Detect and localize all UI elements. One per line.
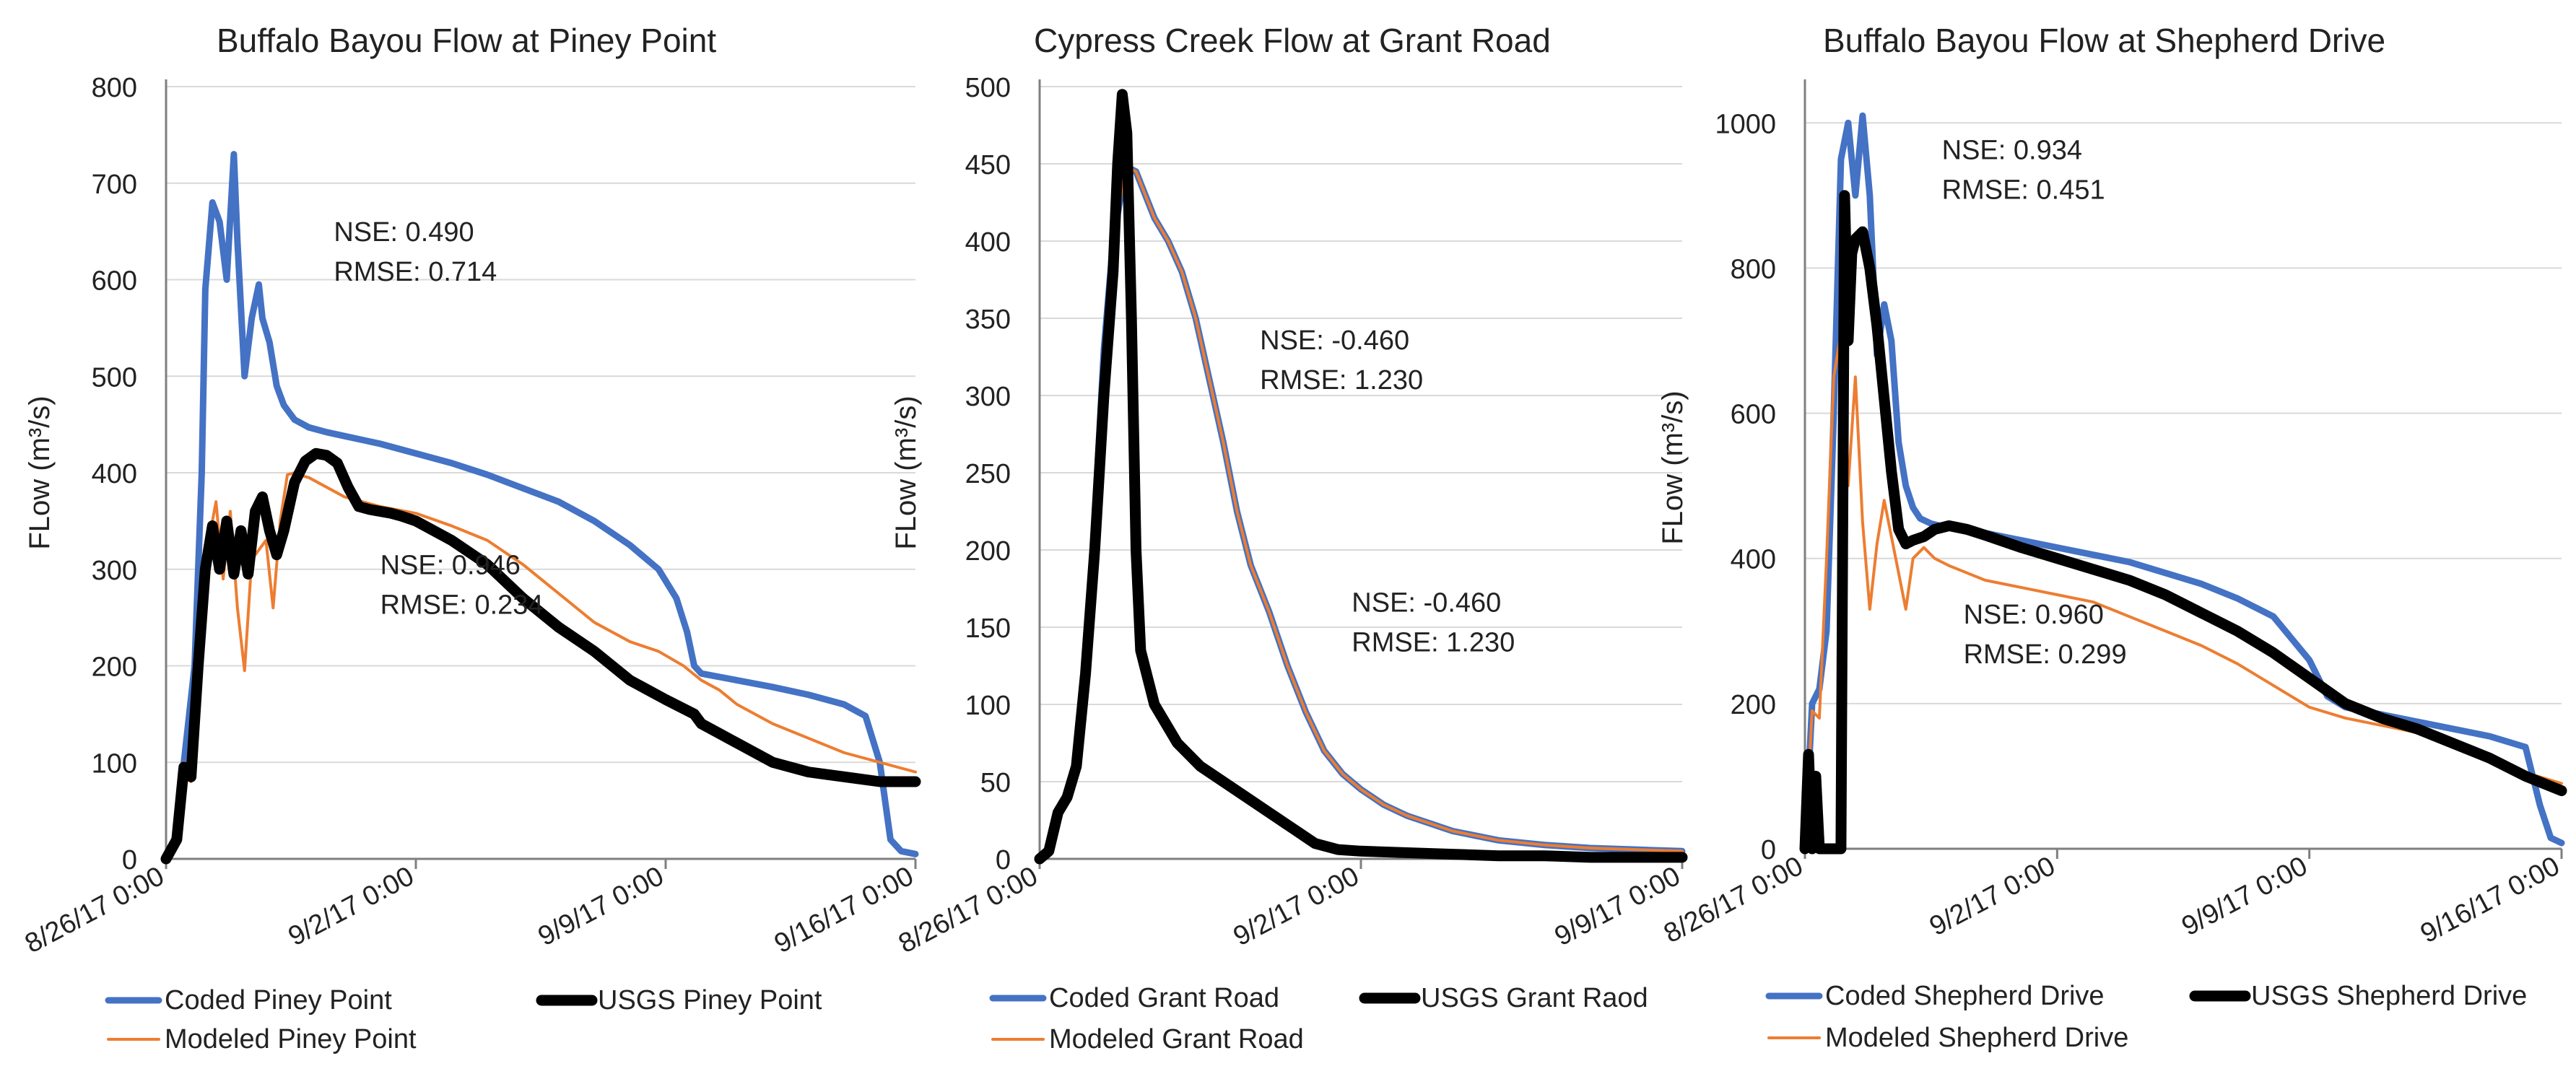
annotation-text: RMSE: 1.230 bbox=[1352, 628, 1515, 658]
legend-label: Modeled Shepherd Drive bbox=[1825, 1023, 2128, 1053]
y-tick-label: 200 bbox=[92, 652, 137, 683]
annotation-text: RMSE: 0.234 bbox=[380, 590, 544, 620]
legend-item: USGS Shepherd Drive bbox=[2189, 981, 2527, 1011]
legend-item: USGS Grant Raod bbox=[1359, 983, 1648, 1013]
y-tick-label: 500 bbox=[965, 73, 1011, 103]
chart-title: Buffalo Bayou Flow at Piney Point bbox=[217, 22, 716, 59]
annotation-text: NSE: 0.946 bbox=[380, 550, 521, 580]
y-tick-label: 0 bbox=[122, 845, 137, 875]
y-tick-label: 400 bbox=[965, 227, 1011, 258]
legend-item: USGS Piney Point bbox=[536, 985, 822, 1015]
y-tick-label: 1000 bbox=[1715, 109, 1776, 139]
y-tick-label: 800 bbox=[1731, 254, 1776, 284]
annotation-text: NSE: -0.460 bbox=[1352, 588, 1501, 619]
series-line-usgs-piney-point bbox=[160, 447, 921, 865]
annotation-text: NSE: 0.490 bbox=[334, 217, 474, 248]
legend-label: USGS Grant Raod bbox=[1421, 983, 1648, 1013]
chart-title: Buffalo Bayou Flow at Shepherd Drive bbox=[1823, 22, 2385, 59]
y-tick-label: 600 bbox=[92, 266, 137, 297]
y-tick-label: 200 bbox=[965, 536, 1011, 567]
series-line-usgs-grant-raod bbox=[1034, 89, 1688, 865]
y-tick-label: 300 bbox=[92, 556, 137, 586]
legend-item: Coded Shepherd Drive bbox=[1765, 981, 2105, 1011]
legend-label: Modeled Piney Point bbox=[165, 1024, 417, 1054]
series-line-modeled-piney-point bbox=[165, 471, 917, 860]
y-tick-label: 150 bbox=[965, 613, 1011, 644]
legend-item: Modeled Grant Road bbox=[991, 1024, 1304, 1054]
annotation-text: NSE: -0.460 bbox=[1260, 326, 1409, 356]
y-axis-label: FLow (m³/s) bbox=[1657, 390, 1689, 544]
legend-item: Modeled Shepherd Drive bbox=[1767, 1023, 2128, 1053]
series-line-coded-piney-point bbox=[162, 151, 919, 862]
legend-label: USGS Shepherd Drive bbox=[2251, 981, 2527, 1011]
y-tick-label: 350 bbox=[965, 305, 1011, 335]
y-tick-label: 800 bbox=[92, 73, 137, 103]
y-tick-label: 250 bbox=[965, 459, 1011, 489]
y-axis-label: FLow (m³/s) bbox=[24, 396, 56, 549]
legend-label: USGS Piney Point bbox=[598, 985, 822, 1015]
y-tick-label: 50 bbox=[980, 768, 1011, 798]
y-tick-label: 400 bbox=[1731, 545, 1776, 575]
y-tick-label: 300 bbox=[965, 382, 1011, 412]
annotation-text: NSE: 0.934 bbox=[1942, 136, 2082, 166]
series-line-usgs-shepherd-drive bbox=[1799, 190, 2567, 855]
y-tick-label: 100 bbox=[965, 691, 1011, 721]
y-tick-label: 0 bbox=[1761, 835, 1776, 865]
annotation-text: RMSE: 0.299 bbox=[1964, 639, 2127, 670]
y-tick-label: 500 bbox=[92, 362, 137, 393]
annotation-text: RMSE: 0.714 bbox=[334, 257, 497, 287]
y-tick-label: 0 bbox=[996, 845, 1011, 875]
y-tick-label: 100 bbox=[92, 748, 137, 779]
legend-item: Coded Piney Point bbox=[105, 985, 392, 1015]
y-tick-label: 450 bbox=[965, 150, 1011, 180]
legend-label: Coded Shepherd Drive bbox=[1825, 981, 2105, 1011]
legend-item: Modeled Piney Point bbox=[107, 1024, 417, 1054]
chart-title: Cypress Creek Flow at Grant Road bbox=[1034, 22, 1551, 59]
annotation-text: RMSE: 0.451 bbox=[1942, 175, 2105, 206]
y-axis-label: FLow (m³/s) bbox=[890, 396, 922, 549]
legend-item: Coded Grant Road bbox=[989, 983, 1279, 1013]
legend-label: Coded Grant Road bbox=[1049, 983, 1279, 1013]
y-tick-label: 600 bbox=[1731, 400, 1776, 430]
y-tick-label: 700 bbox=[92, 170, 137, 200]
y-tick-label: 400 bbox=[92, 459, 137, 489]
y-tick-label: 200 bbox=[1731, 690, 1776, 720]
legend-label: Modeled Grant Road bbox=[1049, 1024, 1304, 1054]
legend-label: Coded Piney Point bbox=[165, 985, 392, 1015]
annotation-text: RMSE: 1.230 bbox=[1260, 365, 1423, 396]
annotation-text: NSE: 0.960 bbox=[1964, 600, 2104, 630]
